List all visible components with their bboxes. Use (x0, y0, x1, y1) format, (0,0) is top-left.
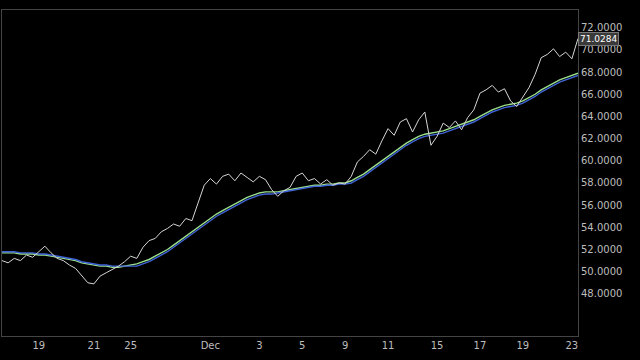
svg-text:17: 17 (474, 340, 487, 351)
svg-text:70.0000: 70.0000 (581, 44, 622, 55)
svg-text:60.0000: 60.0000 (581, 155, 622, 166)
svg-text:58.0000: 58.0000 (581, 177, 622, 188)
svg-text:9: 9 (342, 340, 348, 351)
svg-text:64.0000: 64.0000 (581, 111, 622, 122)
svg-text:21: 21 (88, 340, 101, 351)
svg-text:Dec: Dec (201, 340, 220, 351)
svg-text:19: 19 (32, 340, 45, 351)
svg-text:66.0000: 66.0000 (581, 89, 622, 100)
svg-text:62.0000: 62.0000 (581, 133, 622, 144)
svg-text:50.0000: 50.0000 (581, 266, 622, 277)
svg-text:15: 15 (431, 340, 444, 351)
svg-text:68.0000: 68.0000 (581, 67, 622, 78)
svg-text:72.0000: 72.0000 (581, 22, 622, 33)
svg-text:5: 5 (299, 340, 305, 351)
svg-text:19: 19 (516, 340, 529, 351)
svg-text:52.0000: 52.0000 (581, 244, 622, 255)
svg-text:54.0000: 54.0000 (581, 222, 622, 233)
svg-text:25: 25 (124, 340, 137, 351)
svg-text:48.0000: 48.0000 (581, 288, 622, 299)
svg-text:56.0000: 56.0000 (581, 200, 622, 211)
svg-text:23: 23 (566, 340, 579, 351)
svg-text:71.0284: 71.0284 (580, 34, 617, 44)
svg-text:11: 11 (382, 340, 395, 351)
svg-text:3: 3 (256, 340, 262, 351)
